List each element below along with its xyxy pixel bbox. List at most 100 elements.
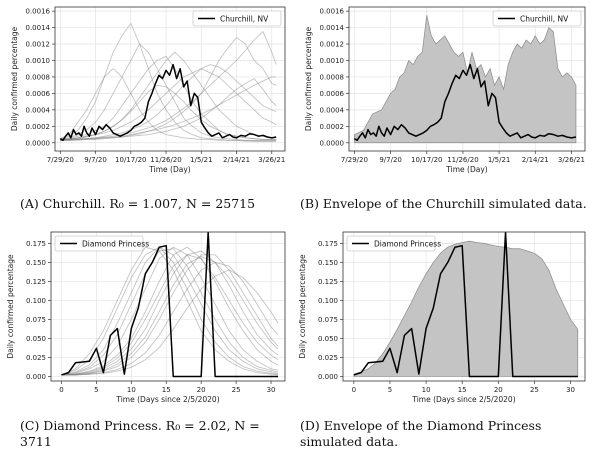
y-axis-label: Daily confirmed percentage (298, 254, 307, 359)
simulated-run-line (61, 261, 279, 376)
y-tick-label: 0.025 (26, 354, 46, 362)
simulated-run-line (61, 246, 279, 376)
x-tick-label: 5 (94, 386, 98, 394)
x-axis-label: Time (Days since 2/5/2020) (115, 395, 219, 404)
simulated-run-line (61, 246, 279, 376)
y-tick-label: 0.100 (318, 297, 338, 305)
y-tick-label: 0.0008 (26, 73, 51, 81)
y-tick-label: 0.0014 (320, 24, 345, 32)
simulated-run-line (60, 68, 277, 142)
y-tick-label: 0.0006 (320, 90, 345, 98)
x-tick-label: 20 (197, 386, 206, 394)
x-tick-label: 11/26/20 (447, 156, 478, 164)
x-tick-label: 7/29/20 (341, 156, 368, 164)
panel-b-churchill-envelope: 7/29/20 9/7/20 10/17/20 11/26/20 1/5/21 2/14/… (304, 6, 586, 174)
panel-a-churchill-simulations: 7/29/20 9/7/20 10/17/20 11/26/20 1/5/21 2/14/… (10, 6, 286, 174)
legend-box (346, 235, 436, 252)
y-tick-label: 0.075 (26, 316, 46, 324)
axes-frame (342, 231, 586, 382)
observed-series-line (354, 63, 577, 142)
x-tick-label: 7/29/20 (47, 156, 74, 164)
panel-c-diamond-princess-simulations: 0 5 10 15 20 25 30 0.000 0.025 0.050 0.075 0.100 0.1… (6, 231, 286, 404)
plot-area (51, 232, 285, 381)
x-axis-label: Time (Days since 2/5/2020) (411, 395, 515, 404)
simulated-run-line (60, 64, 277, 141)
y-tick-label: 0.050 (318, 335, 338, 343)
legend-label: Diamond Princess (82, 239, 149, 248)
x-tick-label: 2/14/21 (223, 156, 250, 164)
plot-marks (61, 232, 279, 378)
y-tick-label: 0.0008 (320, 73, 345, 81)
x-tick-label: 9/7/20 (379, 156, 402, 164)
caption-a: (A) Churchill. R₀ = 1.007, N = 25715 (20, 196, 256, 211)
legend-box (492, 10, 582, 27)
x-tick-label: 30 (267, 386, 276, 394)
y-tick-label: 0.150 (318, 259, 338, 267)
simulated-run-line (61, 246, 279, 376)
simulated-run-line (60, 22, 277, 142)
x-tick-label: 1/5/21 (190, 156, 213, 164)
x-tick-label: 15 (458, 386, 467, 394)
simulated-run-line (60, 36, 277, 141)
plot-marks (59, 22, 277, 142)
axes-frame (348, 6, 586, 152)
x-tick-label: 10 (127, 386, 136, 394)
y-axis-label: Daily confirmed percentage (6, 254, 15, 359)
simulated-run-line (61, 246, 279, 376)
x-tick-label: 10 (422, 386, 431, 394)
x-tick-label: 15 (162, 386, 171, 394)
x-tick-label: 5 (388, 386, 392, 394)
x-tick-label: 20 (494, 386, 503, 394)
x-tick-label: 3/26/21 (558, 156, 585, 164)
envelope-area (354, 15, 577, 144)
y-tick-label: 0.175 (26, 240, 46, 248)
simulated-run-line (61, 269, 279, 376)
x-tick-label: 30 (566, 386, 575, 394)
legend-label: Churchill, NV (520, 14, 569, 23)
y-tick-label: 0.0000 (26, 139, 51, 147)
plot-area (55, 7, 285, 151)
y-tick-label: 0.0016 (26, 8, 51, 16)
y-tick-label: 0.125 (318, 278, 338, 286)
x-tick-label: 9/7/20 (84, 156, 107, 164)
y-tick-label: 0.125 (26, 278, 46, 286)
legend-box (192, 10, 282, 27)
x-tick-label: 1/5/21 (488, 156, 511, 164)
x-tick-label: 0 (59, 386, 63, 394)
legend-label: Churchill, NV (220, 14, 269, 23)
y-tick-label: 0.050 (26, 335, 46, 343)
y-tick-label: 0.025 (318, 354, 338, 362)
panel-d-diamond-princess-envelope: 0 5 10 15 20 25 30 0.000 0.025 0.050 0.075 0.100 0.1… (298, 231, 586, 404)
y-tick-label: 0.0012 (320, 41, 345, 49)
simulated-run-line (61, 255, 279, 376)
simulated-run-line (60, 68, 277, 140)
simulated-run-line (60, 78, 277, 140)
y-tick-label: 0.0014 (26, 24, 51, 32)
observed-series-line (61, 232, 279, 378)
x-tick-label: 2/14/21 (522, 156, 549, 164)
simulated-run-line (61, 254, 279, 376)
plot-marks (353, 232, 579, 378)
x-tick-label: 25 (232, 386, 241, 394)
legend-box (54, 235, 144, 252)
simulated-run-line (60, 76, 277, 141)
y-tick-label: 0.175 (318, 240, 338, 248)
plot-marks (354, 15, 577, 144)
y-tick-label: 0.0016 (320, 8, 345, 16)
y-tick-label: 0.0004 (320, 106, 345, 114)
simulated-run-line (60, 51, 277, 141)
y-tick-label: 0.0002 (320, 123, 345, 131)
simulated-run-line (61, 250, 279, 376)
y-tick-label: 0.000 (26, 373, 46, 381)
x-tick-label: 11/26/20 (150, 156, 181, 164)
simulated-run-line (60, 43, 277, 141)
x-tick-label: 10/17/20 (115, 156, 146, 164)
y-tick-label: 0.0010 (26, 57, 51, 65)
x-tick-label: 10/17/20 (411, 156, 442, 164)
caption-b: (B) Envelope of the Churchill simulated … (300, 196, 587, 211)
x-axis-label: Time (Day) (445, 165, 487, 174)
x-tick-label: 3/26/21 (258, 156, 285, 164)
y-axis-label: Daily confirmed percentage (304, 26, 313, 131)
y-tick-label: 0.0002 (26, 123, 51, 131)
